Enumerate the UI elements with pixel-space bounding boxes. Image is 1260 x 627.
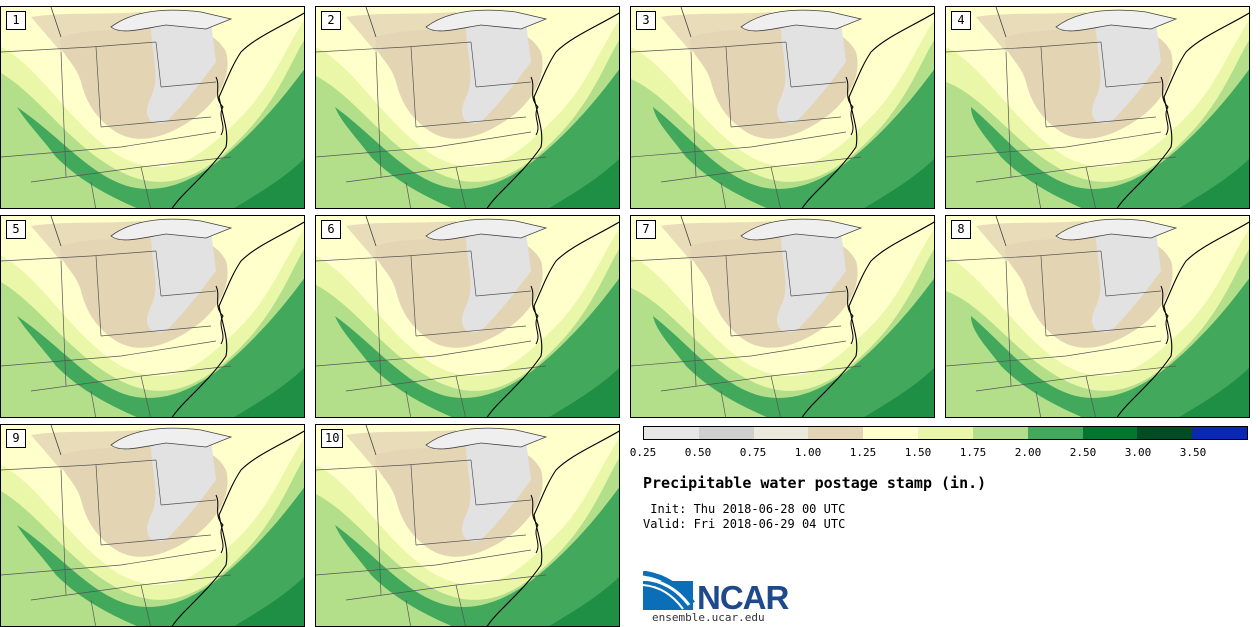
member-panel-6: 6: [315, 215, 620, 418]
member-panel-9: 9: [0, 424, 305, 627]
colorbar-tick-label: 0.75: [739, 446, 767, 459]
member-label: 6: [321, 220, 341, 239]
member-label: 10: [321, 429, 344, 448]
colorbar-bin-4: [863, 427, 919, 439]
init-time: Init: Thu 2018-06-28 00 UTC: [643, 502, 846, 516]
member-panel-8: 8: [945, 215, 1250, 418]
member-panel-7: 7: [630, 215, 935, 418]
member-label: 5: [6, 220, 26, 239]
member-panel-2: 2: [315, 6, 620, 209]
colorbar-bin-0: [644, 427, 699, 439]
colorbar-bin-10: [1192, 427, 1247, 439]
colorbar-bin-7: [1027, 427, 1083, 439]
colorbar-bin-1: [698, 427, 754, 439]
colorbar-tick-label: 3.50: [1179, 446, 1207, 459]
colorbar-tick-label: 1.25: [849, 446, 877, 459]
colorbar-tick-label: 2.50: [1069, 446, 1097, 459]
colorbar-tick-label: 0.25: [629, 446, 657, 459]
ncar-logo-icon: [643, 571, 695, 610]
colorbar-bin-5: [918, 427, 973, 439]
valid-time: Valid: Fri 2018-06-29 04 UTC: [643, 517, 846, 531]
member-panel-10: 10: [315, 424, 620, 627]
member-label: 3: [636, 11, 656, 30]
colorbar-bin-3: [808, 427, 864, 439]
chart-title: Precipitable water postage stamp (in.): [643, 474, 987, 492]
colorbar-tick-label: 2.00: [1014, 446, 1042, 459]
member-label: 9: [6, 429, 26, 448]
member-label: 8: [951, 220, 971, 239]
member-label: 7: [636, 220, 656, 239]
colorbar-bin-8: [1082, 427, 1138, 439]
colorbar-bin-6: [972, 427, 1028, 439]
colorbar-tick-label: 1.00: [794, 446, 822, 459]
colorbar-bin-2: [753, 427, 809, 439]
member-label: 4: [951, 11, 971, 30]
colorbar-tick-label: 0.50: [684, 446, 712, 459]
colorbar-tick-label: 1.75: [959, 446, 987, 459]
member-panel-4: 4: [945, 6, 1250, 209]
member-panel-1: 1: [0, 6, 305, 209]
colorbar-tick-label: 3.00: [1124, 446, 1152, 459]
colorbar-tick-label: 1.50: [904, 446, 932, 459]
member-label: 2: [321, 11, 341, 30]
logo-url: ensemble.ucar.edu: [652, 611, 765, 624]
colorbar: [643, 426, 1248, 440]
member-panel-5: 5: [0, 215, 305, 418]
member-panel-3: 3: [630, 6, 935, 209]
member-label: 1: [6, 11, 26, 30]
colorbar-bin-9: [1137, 427, 1193, 439]
logo-text: NCAR: [697, 579, 789, 616]
